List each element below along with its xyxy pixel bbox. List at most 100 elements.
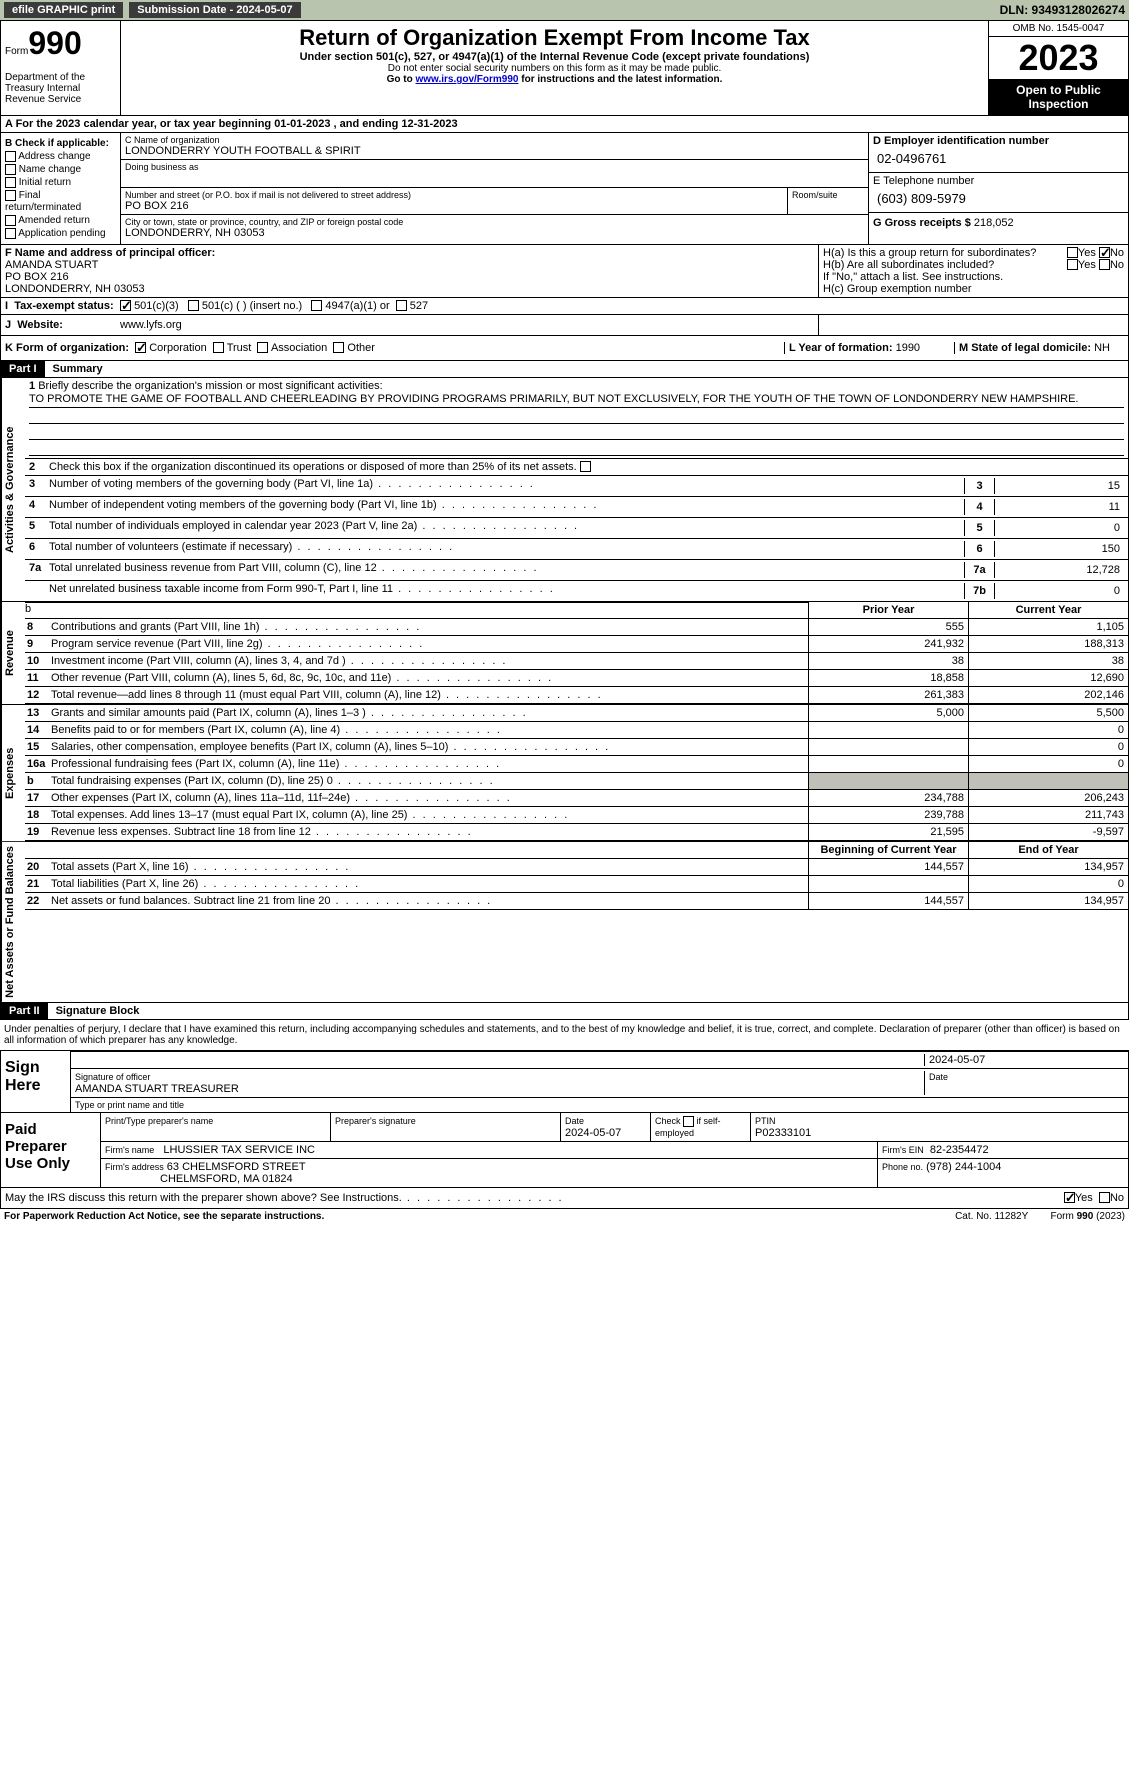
room-label: Room/suite [792,190,864,200]
discuss-text: May the IRS discuss this return with the… [5,1192,564,1204]
firm-name: LHUSSIER TAX SERVICE INC [163,1144,315,1156]
public-inspection-badge: Open to Public Inspection [989,79,1128,115]
topbar: efile GRAPHIC print Submission Date - 20… [0,0,1129,20]
boy-head: Beginning of Current Year [808,842,968,858]
part-i-title: Summary [45,361,111,377]
hb-no[interactable] [1099,259,1110,270]
goto-prefix: Go to [387,74,416,85]
table-row: 13Grants and similar amounts paid (Part … [25,705,1128,722]
table-row: 10Investment income (Part VIII, column (… [25,653,1128,670]
principal-officer-row: F Name and address of principal officer:… [0,245,1129,298]
org-name-label: C Name of organization [125,135,864,145]
cb-other[interactable] [333,342,344,353]
form-title: Return of Organization Exempt From Incom… [129,25,980,51]
efile-print-button[interactable]: efile GRAPHIC print [4,2,123,18]
table-row: 17Other expenses (Part IX, column (A), l… [25,790,1128,807]
table-row: 14Benefits paid to or for members (Part … [25,722,1128,739]
part-ii-header: Part II [1,1003,48,1019]
cb-4947[interactable] [311,300,322,311]
discuss-yes[interactable] [1064,1192,1075,1203]
firm-addr: 63 CHELMSFORD STREET [167,1161,306,1173]
officer-name: AMANDA STUART [5,259,814,271]
checkbox-amended[interactable] [5,215,16,226]
cb-501c[interactable] [188,300,199,311]
box-k-label: K Form of organization: [5,342,129,354]
cb-trust[interactable] [213,342,224,353]
ein-value: 02-0496761 [873,147,1124,170]
officer-sig-name: AMANDA STUART TREASURER [75,1083,239,1095]
checkbox-address-change[interactable] [5,151,16,162]
submission-date-button[interactable]: Submission Date - 2024-05-07 [129,2,300,18]
prior-year-head: Prior Year [808,602,968,618]
v4: 11 [994,499,1124,515]
paperwork-notice: For Paperwork Reduction Act Notice, see … [4,1211,324,1222]
table-row: 12Total revenue—add lines 8 through 11 (… [25,687,1128,704]
form-header: Form990 Department of the Treasury Inter… [0,20,1129,116]
dept-label: Department of the Treasury Internal Reve… [5,72,116,105]
addr-value: PO BOX 216 [125,200,783,212]
website-label: J Website: [5,319,120,331]
officer-addr2: LONDONDERRY, NH 03053 [5,283,814,295]
hc-label: H(c) Group exemption number [823,283,1124,295]
paid-preparer-label: Paid Preparer Use Only [1,1113,101,1187]
section-a-period: A For the 2023 calendar year, or tax yea… [0,116,1129,133]
form-label: Form [5,46,28,57]
phone-value: (603) 809-5979 [873,187,1124,210]
tax-year: 2023 [989,37,1128,79]
cb-501c3[interactable] [120,300,131,311]
ha-yes[interactable] [1067,247,1078,258]
cb-self-employed[interactable] [683,1116,694,1127]
hb-yes[interactable] [1067,259,1078,270]
ha-label: H(a) Is this a group return for subordin… [823,247,1036,259]
cb-corp[interactable] [135,342,146,353]
v3: 15 [994,478,1124,494]
table-row: 22Net assets or fund balances. Subtract … [25,893,1128,910]
checkbox-name-change[interactable] [5,164,16,175]
irs-link[interactable]: www.irs.gov/Form990 [415,74,518,85]
checkbox-app-pending[interactable] [5,228,16,239]
table-row: 16aProfessional fundraising fees (Part I… [25,756,1128,773]
officer-addr1: PO BOX 216 [5,271,814,283]
city-label: City or town, state or province, country… [125,217,864,227]
addr-label: Number and street (or P.O. box if mail i… [125,190,783,200]
checkbox-final-return[interactable] [5,190,16,201]
goto-suffix: for instructions and the latest informat… [518,74,722,85]
firm-phone: (978) 244-1004 [926,1161,1001,1173]
omb-number: OMB No. 1545-0047 [989,21,1128,37]
penalty-text: Under penalties of perjury, I declare th… [0,1020,1129,1050]
part-ii-title: Signature Block [48,1003,148,1019]
current-year-head: Current Year [968,602,1128,618]
ein-label: D Employer identification number [873,135,1124,147]
tax-status-label: I Tax-exempt status: [5,300,120,312]
v6: 150 [994,541,1124,557]
checkbox-initial-return[interactable] [5,177,16,188]
ha-no[interactable] [1099,247,1110,258]
table-row: 18Total expenses. Add lines 13–17 (must … [25,807,1128,824]
year-formation: 1990 [896,342,920,354]
firm-addr2: CHELMSFORD, MA 01824 [160,1173,293,1185]
hb-note: If "No," attach a list. See instructions… [823,271,1124,283]
cb-527[interactable] [396,300,407,311]
v7a: 12,728 [994,562,1124,578]
v5: 0 [994,520,1124,536]
sig-date: 2024-05-07 [924,1054,1124,1066]
sign-here-label: Sign Here [1,1051,71,1112]
hb-label: H(b) Are all subordinates included? [823,259,994,271]
website-value: www.lyfs.org [120,319,182,331]
eoy-head: End of Year [968,842,1128,858]
vtab-revenue: Revenue [1,602,25,704]
dln-label: DLN: 93493128026274 [1000,3,1125,17]
org-name: LONDONDERRY YOUTH FOOTBALL & SPIRIT [125,145,864,157]
cb-discontinued[interactable] [580,461,591,472]
discuss-no[interactable] [1099,1192,1110,1203]
table-row: 15Salaries, other compensation, employee… [25,739,1128,756]
ssn-note: Do not enter social security numbers on … [129,63,980,74]
table-row: 11Other revenue (Part VIII, column (A), … [25,670,1128,687]
part-i-header: Part I [1,361,45,377]
cat-no: Cat. No. 11282Y [955,1211,1028,1222]
l1-label: Briefly describe the organization's miss… [38,380,382,392]
v7b: 0 [994,583,1124,599]
form-subtitle: Under section 501(c), 527, or 4947(a)(1)… [129,51,980,63]
table-row: 9Program service revenue (Part VIII, lin… [25,636,1128,653]
cb-assoc[interactable] [257,342,268,353]
